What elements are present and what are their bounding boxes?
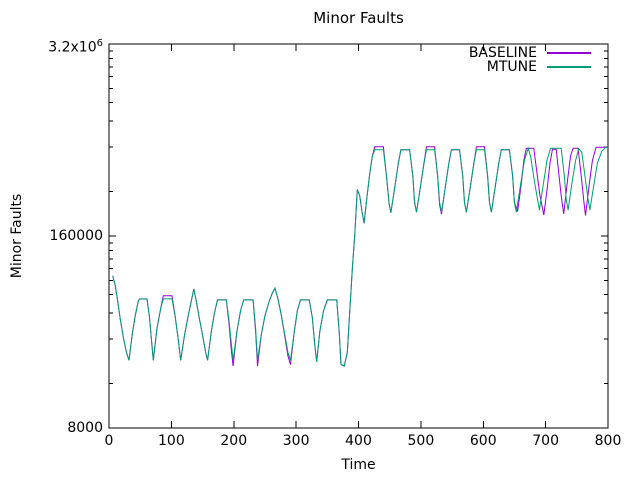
y-tick-label: 3.2x106 xyxy=(48,38,103,56)
x-tick-label: 300 xyxy=(282,433,310,449)
x-tick-label: 600 xyxy=(469,433,497,449)
legend-row: BASELINE xyxy=(469,46,591,60)
x-tick-label: 100 xyxy=(158,433,185,449)
y-tick-label: 160000 xyxy=(49,228,103,244)
legend: BASELINE MTUNE xyxy=(469,46,591,74)
legend-label: MTUNE xyxy=(486,59,537,75)
x-tick-label: 800 xyxy=(594,433,622,449)
series-line-mtune xyxy=(112,146,608,367)
y-tick-label: 8000 xyxy=(67,420,103,436)
chart-title: Minor Faults xyxy=(313,9,404,27)
legend-line-sample xyxy=(547,52,591,54)
legend-line-sample xyxy=(547,66,591,68)
x-tick-label: 700 xyxy=(532,433,559,449)
x-tick-label: 200 xyxy=(220,433,248,449)
x-tick-label: 500 xyxy=(407,433,435,449)
legend-label: BASELINE xyxy=(468,45,537,61)
x-axis-title: Time xyxy=(341,457,376,473)
plot-border xyxy=(108,43,609,429)
legend-row: MTUNE xyxy=(469,60,591,74)
x-tick-label: 400 xyxy=(345,433,372,449)
x-tick-label: 0 xyxy=(104,433,114,449)
